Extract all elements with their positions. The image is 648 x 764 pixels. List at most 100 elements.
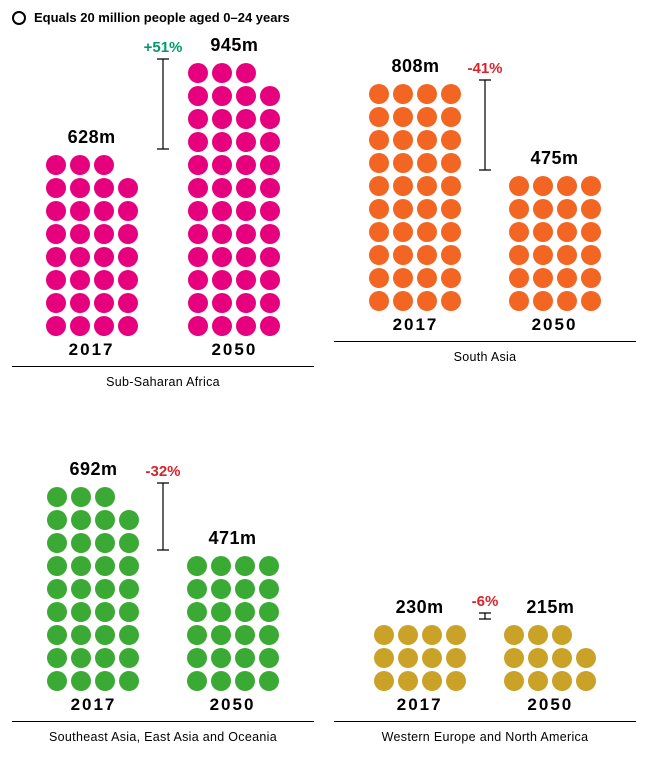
dot-icon [369,107,389,127]
dot-icon [259,556,279,576]
dot-icon [528,625,548,645]
dot-icon [260,201,280,221]
dot-icon [504,648,524,668]
dot-icon [212,201,232,221]
dot-icon [94,293,114,313]
dot-icon [393,245,413,265]
dot-icon [441,245,461,265]
dot-icon [236,247,256,267]
dot-icon [393,153,413,173]
dot-row [47,625,139,645]
delta-label: -6% [472,593,499,610]
dot-icon [533,199,553,219]
dot-icon [557,291,577,311]
dot-icon [212,132,232,152]
dot-row [46,270,138,290]
dot-icon [187,579,207,599]
dot-icon [71,648,91,668]
dot-row [46,178,138,198]
dot-icon [118,247,138,267]
dot-row [188,270,280,290]
dot-row [187,648,279,668]
column-value: 808m [391,56,439,77]
dot-icon [119,625,139,645]
dot-grid [369,81,461,311]
dot-icon [533,222,553,242]
dot-icon [188,109,208,129]
panel-rule [334,721,636,722]
dot-icon [211,625,231,645]
dot-icon [71,487,91,507]
dot-icon [188,293,208,313]
legend-circle-icon [12,11,26,25]
dot-row [188,86,280,106]
dot-icon [212,247,232,267]
data-column: 215m2050 [504,597,596,715]
dot-icon [94,270,114,290]
dot-icon [71,579,91,599]
dot-row [188,132,280,152]
dot-icon [393,199,413,219]
dot-icon [533,176,553,196]
dot-icon [236,109,256,129]
dot-icon [576,671,596,691]
dot-row [187,602,279,622]
dot-icon [417,222,437,242]
dot-row [188,224,280,244]
dot-icon [212,178,232,198]
dot-row [47,510,139,530]
dot-row [509,291,601,311]
dot-icon [118,270,138,290]
dot-row [369,176,461,196]
dot-icon [441,291,461,311]
dot-icon [441,153,461,173]
dot-icon [374,648,394,668]
dot-row [369,130,461,150]
dot-row [47,671,139,691]
dot-icon [417,176,437,196]
dot-icon [46,293,66,313]
dot-icon [211,671,231,691]
dot-icon [393,84,413,104]
dot-icon [398,648,418,668]
dot-icon [46,201,66,221]
dot-icon [446,671,466,691]
dot-icon [47,487,67,507]
panel-body: 230m2017-6%215m2050 [334,415,636,715]
dot-row [46,247,138,267]
panel: 808m2017-41%475m2050South Asia [334,35,636,389]
panel-rule [12,366,314,367]
dot-icon [46,270,66,290]
dot-icon [236,132,256,152]
dot-icon [533,291,553,311]
dot-row [188,293,280,313]
dot-row [188,63,256,83]
dot-icon [70,270,90,290]
dot-icon [212,293,232,313]
dot-icon [188,201,208,221]
dot-icon [369,199,389,219]
dot-row [187,579,279,599]
dot-icon [118,201,138,221]
dot-icon [581,245,601,265]
column-value: 692m [69,459,117,480]
dot-icon [95,510,115,530]
dot-row [369,199,461,219]
dot-icon [393,291,413,311]
dot-icon [211,648,231,668]
dot-icon [504,625,524,645]
dot-icon [46,178,66,198]
dot-icon [235,556,255,576]
dot-icon [369,268,389,288]
dot-icon [187,602,207,622]
dot-icon [188,247,208,267]
column-year: 2017 [71,695,117,715]
dot-icon [236,63,256,83]
dot-icon [212,155,232,175]
dot-icon [95,625,115,645]
dot-row [504,625,572,645]
dot-row [374,648,466,668]
dot-icon [509,222,529,242]
dot-icon [369,245,389,265]
dot-row [509,222,601,242]
